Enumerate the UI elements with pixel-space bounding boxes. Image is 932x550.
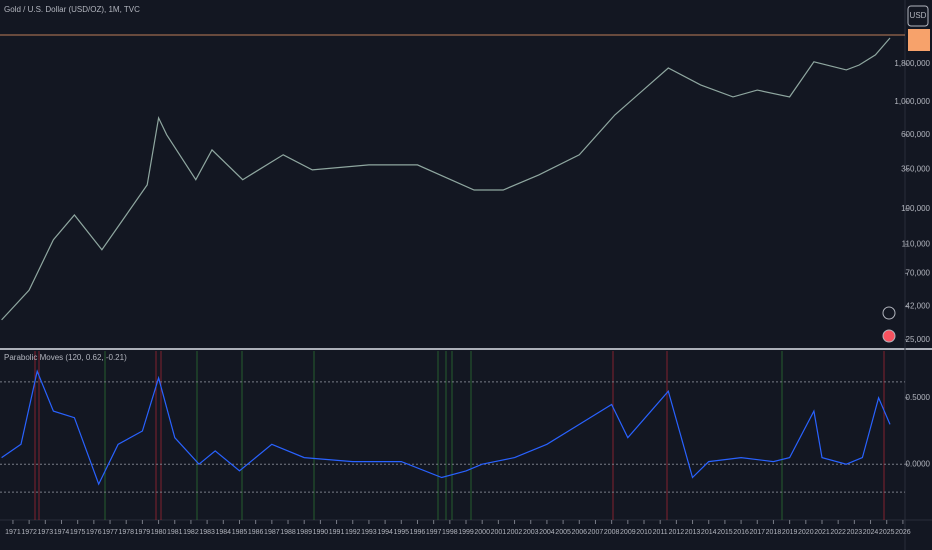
x-tick-label: 2013	[685, 529, 701, 536]
x-tick-label: 1989	[296, 529, 312, 536]
x-tick-label: 2007	[588, 529, 604, 536]
x-tick-label: 1971	[5, 529, 21, 536]
series-line	[1, 37, 891, 321]
x-tick-label: 2010	[636, 529, 652, 536]
x-tick-label: 1983	[199, 529, 215, 536]
x-tick-label: 1975	[70, 529, 86, 536]
x-tick-label: 2025	[879, 529, 895, 536]
currency-button[interactable]	[907, 5, 929, 27]
x-tick-label: 2015	[717, 529, 733, 536]
x-tick-label: 1988	[280, 529, 296, 536]
x-tick-label: 2011	[653, 529, 668, 536]
x-tick-label: 1997	[426, 529, 442, 536]
x-tick-label: 2018	[766, 529, 782, 536]
series-line	[1, 369, 891, 486]
x-tick-label: 2022	[830, 529, 846, 536]
x-tick-label: 2026	[895, 529, 911, 536]
y-tick-label: 190,000	[901, 204, 930, 213]
y-tick-label: 25,000	[906, 335, 931, 344]
x-tick-label: 1974	[54, 529, 70, 536]
chart-title: Gold / U.S. Dollar (USD/OZ), 1M, TVC	[4, 5, 140, 14]
x-tick-label: 2002	[507, 529, 523, 536]
y-tick-label: 350,000	[901, 165, 930, 174]
y-tick-label: 1,000,000	[894, 97, 930, 106]
x-tick-label: 2014	[701, 529, 717, 536]
x-tick-label: 2021	[814, 529, 830, 536]
indicator-icon[interactable]	[882, 306, 896, 320]
x-tick-label: 1982	[183, 529, 199, 536]
x-tick-label: 1993	[361, 529, 377, 536]
x-tick-label: 2005	[555, 529, 571, 536]
x-tick-label: 1996	[410, 529, 426, 536]
x-tick-label: 2023	[847, 529, 863, 536]
x-tick-label: 1984	[216, 529, 232, 536]
x-tick-label: 2012	[669, 529, 685, 536]
x-tick-label: 1995	[393, 529, 409, 536]
currency-label: USD	[910, 11, 927, 20]
y-tick-label: 0.5000	[906, 393, 931, 402]
x-tick-label: 2006	[571, 529, 587, 536]
x-tick-label: 1981	[167, 529, 183, 536]
x-tick-label: 1976	[86, 529, 102, 536]
event-icon[interactable]	[882, 329, 896, 343]
x-tick-label: 1998	[442, 529, 458, 536]
x-tick-label: 2009	[620, 529, 636, 536]
x-tick-label: 1978	[118, 529, 134, 536]
y-tick-label: 600,000	[901, 130, 930, 139]
x-tick-label: 2019	[782, 529, 798, 536]
x-tick-label: 1980	[151, 529, 167, 536]
x-tick-label: 1987	[264, 529, 280, 536]
x-tick-label: 2000	[474, 529, 490, 536]
y-tick-label: 1,800,000	[894, 59, 930, 68]
x-tick-label: 2004	[539, 529, 555, 536]
x-tick-label: 2001	[491, 529, 507, 536]
y-tick-label: 0.0000	[906, 459, 931, 468]
x-tick-label: 1999	[458, 529, 474, 536]
x-tick-label: 2016	[733, 529, 749, 536]
x-tick-label: 2024	[863, 529, 879, 536]
x-tick-label: 2008	[604, 529, 620, 536]
x-tick-label: 1990	[313, 529, 329, 536]
indicator-title: Parabolic Moves (120, 0.62, -0.21)	[4, 353, 127, 362]
y-tick-label: 42,000	[906, 301, 931, 310]
y-tick-label: 70,000	[906, 268, 931, 277]
x-tick-label: 1992	[345, 529, 361, 536]
x-tick-label: 2017	[749, 529, 765, 536]
x-tick-label: 1972	[21, 529, 37, 536]
x-tick-label: 1973	[38, 529, 54, 536]
x-tick-label: 1991	[329, 529, 345, 536]
x-tick-label: 1977	[102, 529, 118, 536]
x-tick-label: 2020	[798, 529, 814, 536]
x-tick-label: 1985	[232, 529, 248, 536]
x-tick-label: 1986	[248, 529, 264, 536]
x-tick-label: 2003	[523, 529, 539, 536]
last-price-badge	[908, 29, 930, 51]
x-tick-label: 1979	[135, 529, 151, 536]
y-tick-label: 110,000	[902, 239, 931, 248]
x-tick-label: 1994	[377, 529, 393, 536]
